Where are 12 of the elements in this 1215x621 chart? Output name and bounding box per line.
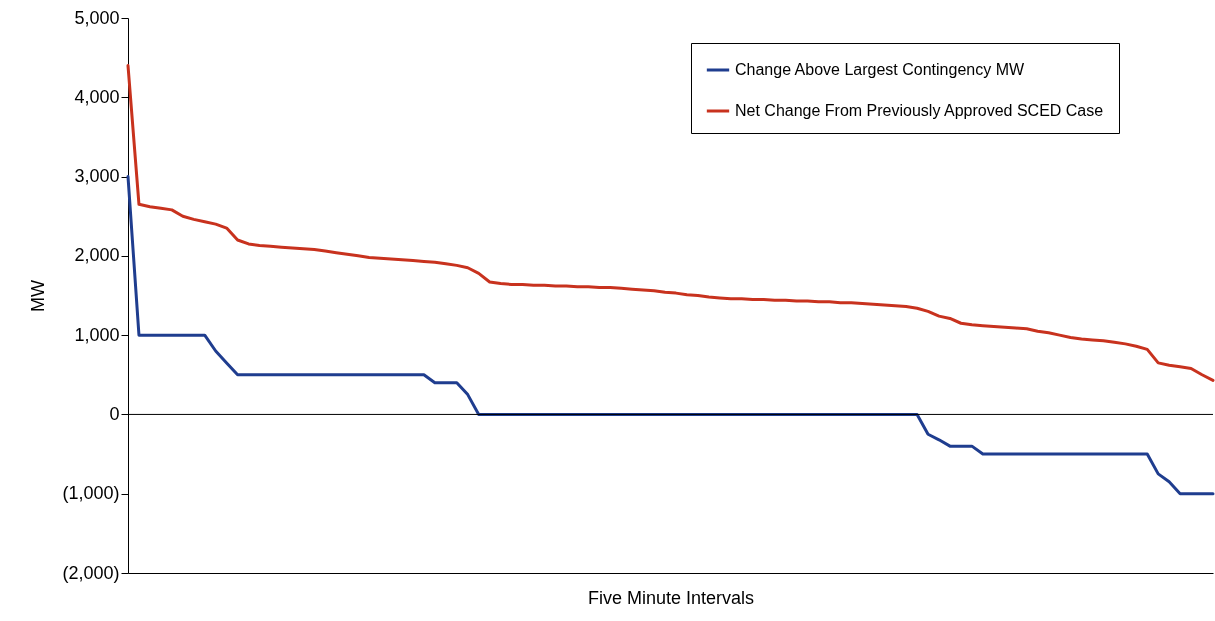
y-tick-label: 5,000 [74, 7, 120, 28]
y-axis-title: MW [28, 280, 49, 312]
x-axis-title: Five Minute Intervals [587, 587, 755, 608]
y-tick-label: (2,000) [62, 562, 120, 583]
y-tick-label: 2,000 [74, 245, 120, 266]
legend-label: Change Above Largest Contingency MW [735, 61, 1025, 78]
y-tick-label: 4,000 [74, 86, 120, 107]
y-tick-label: (1,000) [62, 483, 120, 504]
legend-label: Net Change From Previously Approved SCED Case [735, 102, 1104, 119]
y-tick-label: 1,000 [74, 324, 120, 345]
y-tick-label: 0 [109, 403, 120, 424]
y-tick-label: 3,000 [74, 166, 120, 187]
